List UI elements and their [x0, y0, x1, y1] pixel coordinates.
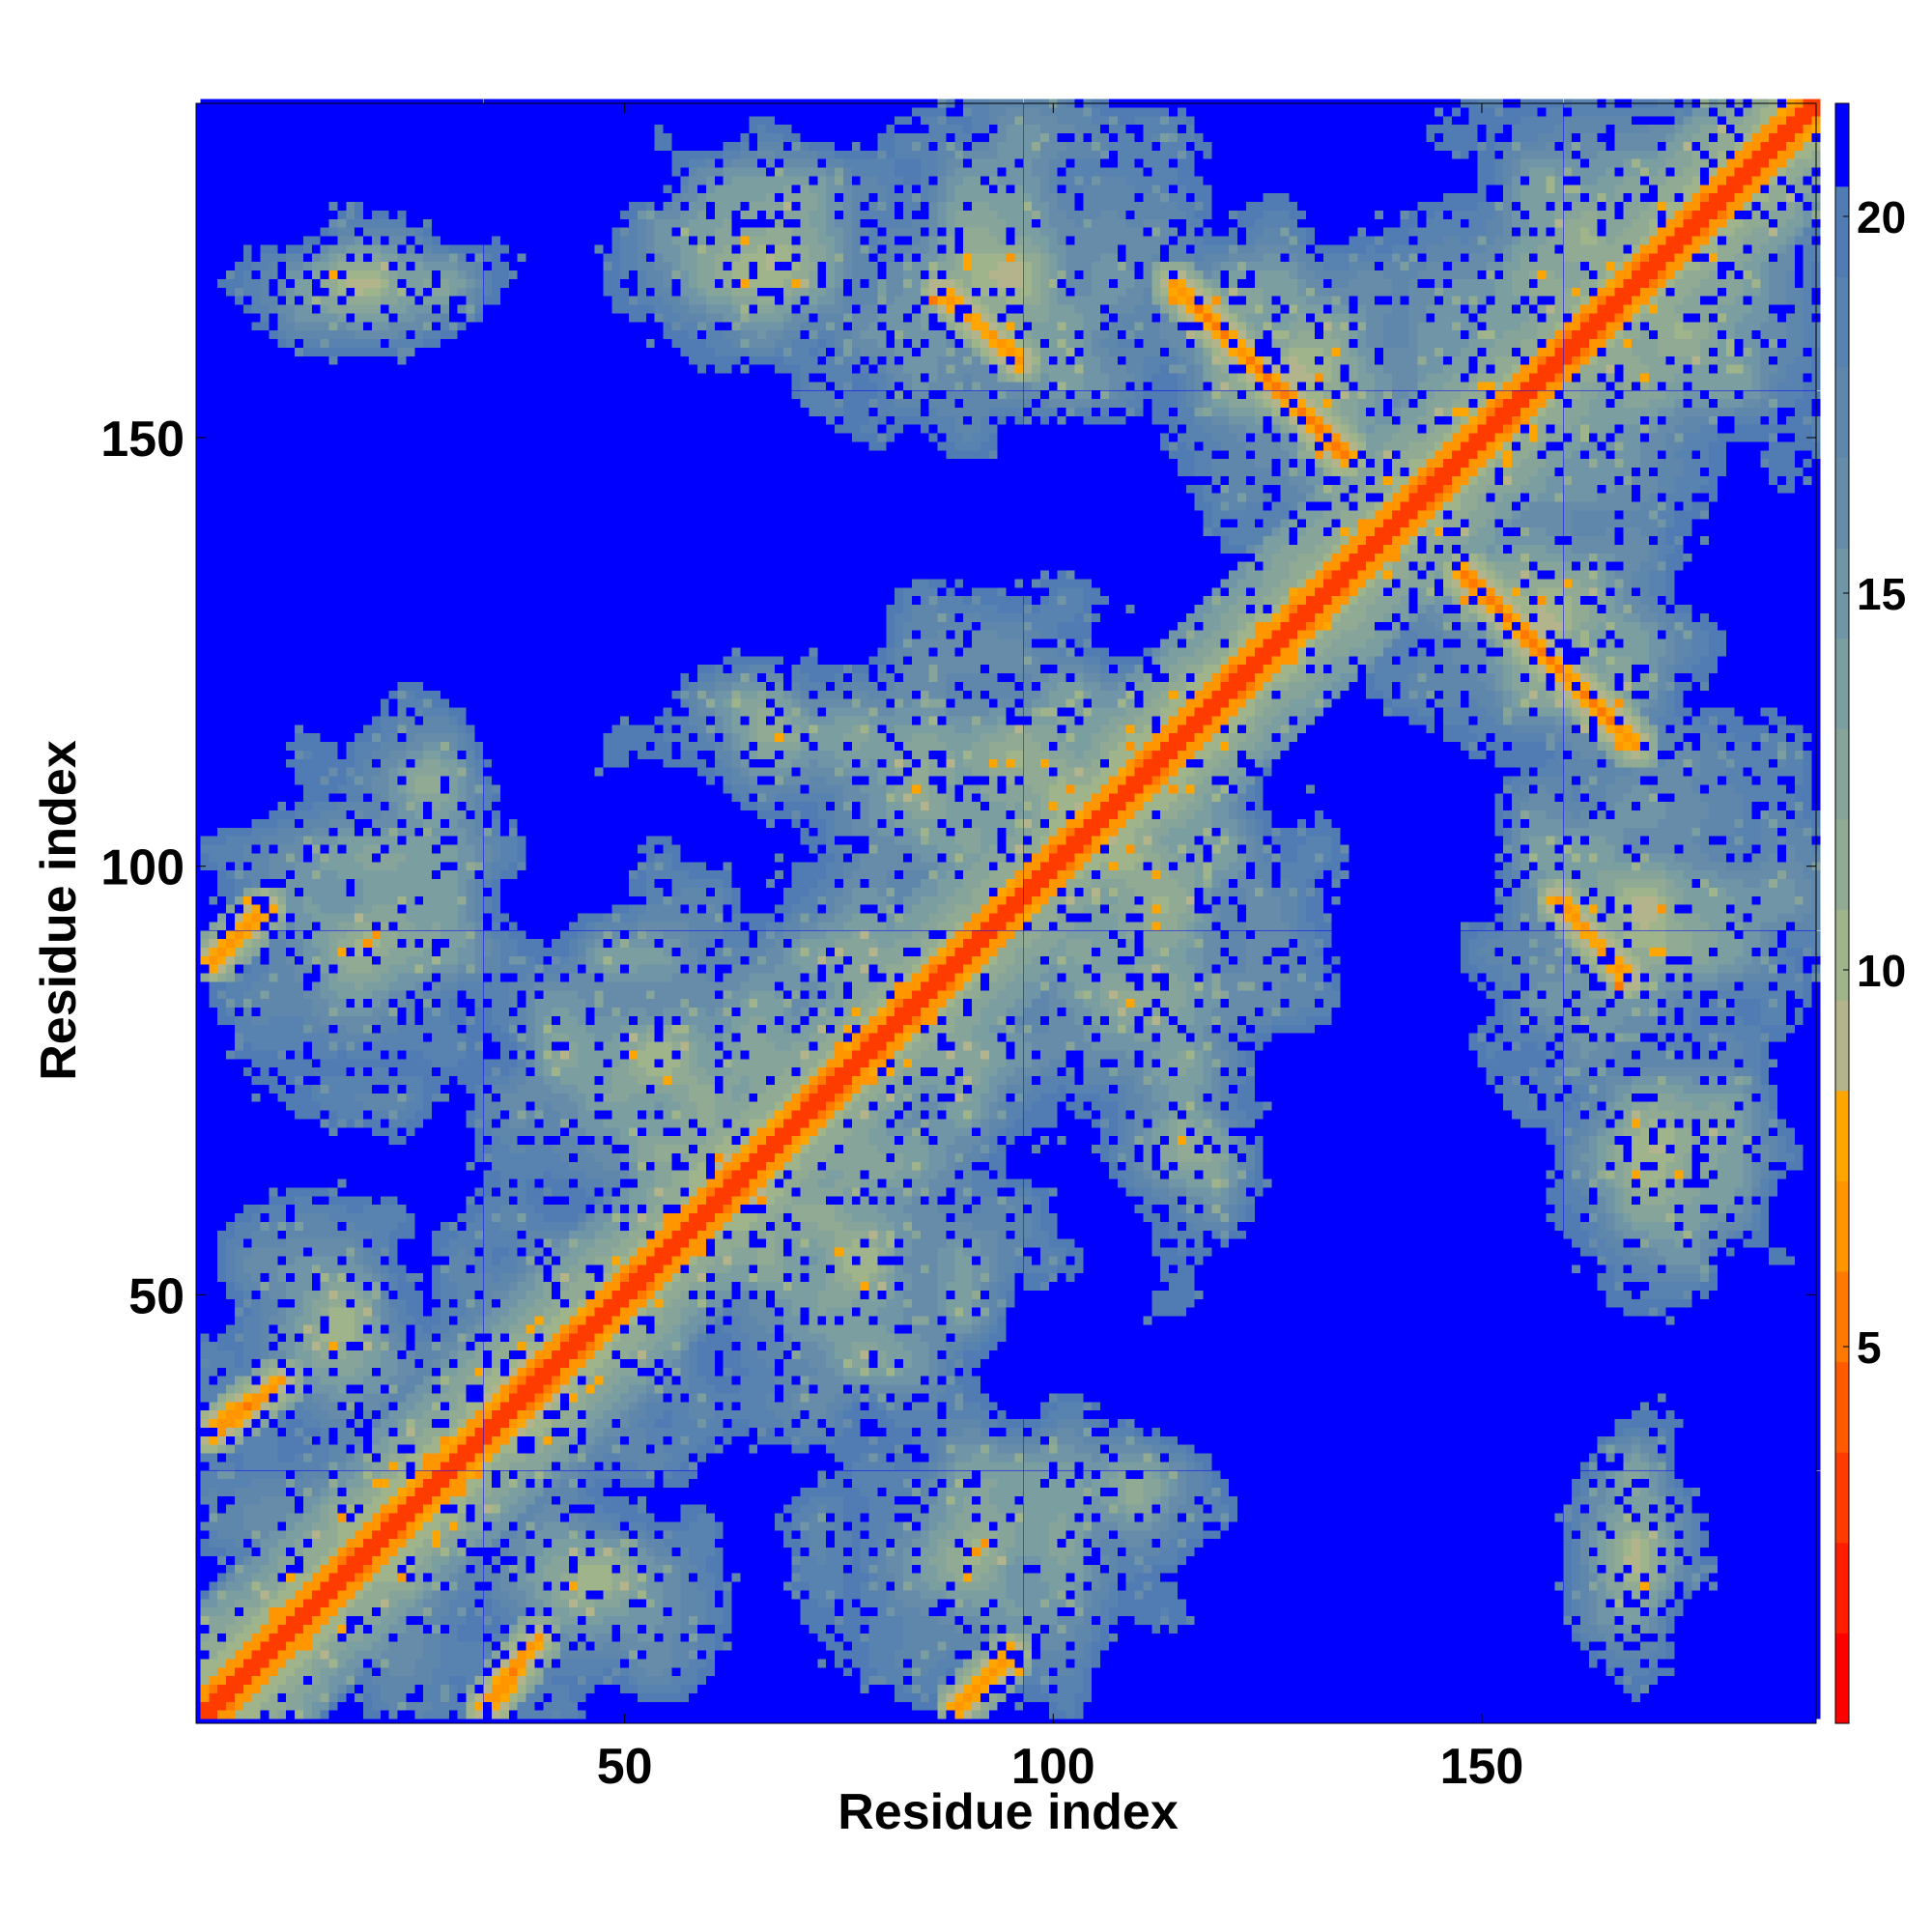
x-tick-label: 100	[1011, 1739, 1095, 1795]
colorbar-tick-label: 10	[1857, 946, 1906, 996]
heatmap-cell-group	[200, 99, 1821, 1719]
colorbar-tick-label: 15	[1857, 569, 1906, 619]
colorbar-ticks: 5 10 15 20	[1843, 192, 1906, 1373]
y-tick-label: 150	[100, 412, 185, 468]
x-axis-label: Residue index	[838, 1784, 1179, 1840]
colorbar-band	[1835, 1271, 1849, 1363]
colorbar-band	[1835, 276, 1849, 368]
colorbar-band	[1835, 103, 1849, 187]
colorbar-band	[1835, 548, 1849, 639]
colorbar-band	[1835, 1000, 1849, 1092]
colorbar-band	[1835, 638, 1849, 729]
colorbar-frame	[1834, 102, 1850, 1724]
colorbar-band	[1835, 819, 1849, 911]
heatmap-cell-group	[200, 125, 1795, 1719]
colorbar-tick-label: 20	[1857, 192, 1906, 242]
colorbar	[1834, 102, 1850, 1724]
y-tick-label: 50	[128, 1268, 185, 1324]
colorbar-band	[1835, 457, 1849, 549]
y-tick-label: 100	[100, 840, 185, 896]
colorbar-band	[1835, 909, 1849, 1001]
heatmap-cell-group	[200, 99, 1821, 1719]
colorbar-band	[1835, 367, 1849, 459]
x-tick-label: 50	[597, 1739, 653, 1795]
x-tick-label: 150	[1440, 1739, 1524, 1795]
colorbar-band	[1835, 1361, 1849, 1453]
colorbar-band	[1835, 1633, 1849, 1724]
colorbar-tick-label: 5	[1857, 1322, 1882, 1373]
x-axis-ticks: 50 100 150	[597, 103, 1524, 1795]
y-axis-label: Residue index	[31, 740, 87, 1081]
colorbar-band	[1835, 1090, 1849, 1181]
colorbar-band	[1835, 185, 1849, 277]
colorbar-band	[1835, 728, 1849, 820]
colorbar-band	[1835, 1542, 1849, 1634]
heatmap-cell-group	[200, 99, 1821, 1719]
heatmap-cells	[196, 99, 1821, 1723]
colorbar-band	[1835, 1452, 1849, 1544]
colorbar-band	[1835, 1180, 1849, 1272]
plot-area-frame	[195, 102, 1817, 1724]
y-axis-ticks: 50 100 150	[100, 412, 1816, 1324]
